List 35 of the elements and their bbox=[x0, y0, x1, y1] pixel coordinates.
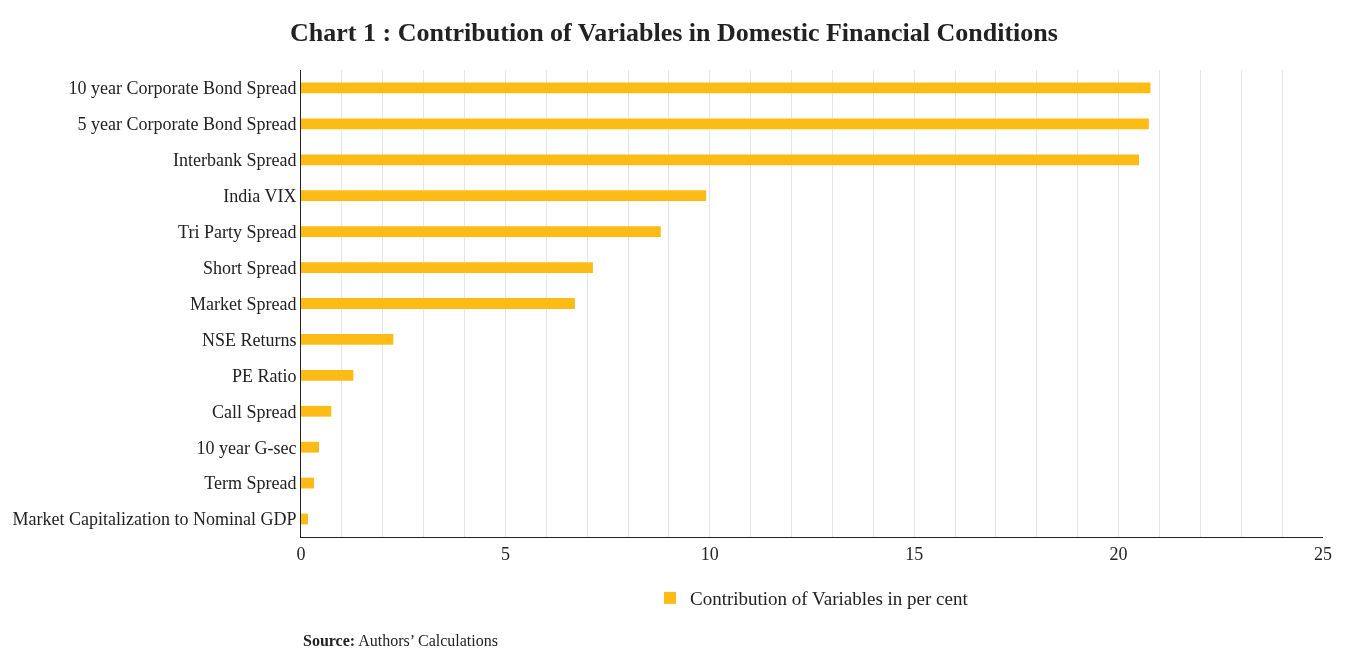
x-tick-label: 20 bbox=[1109, 543, 1128, 564]
bar bbox=[301, 190, 707, 202]
bar bbox=[301, 154, 1140, 166]
y-tick-label: Market Spread bbox=[189, 293, 297, 314]
x-tick-label: 0 bbox=[296, 543, 306, 564]
bar bbox=[301, 477, 315, 489]
y-tick-label: Term Spread bbox=[204, 473, 297, 494]
y-tick-label: India VIX bbox=[223, 186, 297, 207]
bar bbox=[301, 298, 575, 309]
y-tick-label: Interbank Spread bbox=[172, 150, 297, 171]
y-tick-label: Short Spread bbox=[202, 257, 297, 278]
legend-label: Contribution of Variables in per cent bbox=[690, 588, 969, 610]
x-tick-label: 25 bbox=[1314, 543, 1332, 564]
y-tick-label: Market Capitalization to Nominal GDP bbox=[12, 509, 297, 530]
y-tick-label: Tri Party Spread bbox=[178, 221, 297, 242]
bar bbox=[301, 441, 319, 453]
bar bbox=[301, 405, 332, 417]
y-tick-label: 10 year G-sec bbox=[196, 437, 297, 458]
y-tick-label: NSE Returns bbox=[201, 329, 297, 350]
y-tick-label: 5 year Corporate Bond Spread bbox=[77, 114, 297, 135]
bar bbox=[301, 118, 1149, 130]
chart-title: Chart 1 : Contribution of Variables in Domestic Financial Conditions bbox=[290, 18, 1058, 48]
source-note: Source: Authors’ Calculations bbox=[303, 632, 498, 649]
bar bbox=[301, 262, 593, 273]
y-tick-label: 10 year Corporate Bond Spread bbox=[68, 78, 297, 99]
bar bbox=[301, 82, 1151, 94]
y-tick-label: PE Ratio bbox=[231, 365, 297, 386]
x-tick-label: 10 bbox=[700, 543, 719, 564]
bar bbox=[301, 369, 354, 381]
x-tick-label: 5 bbox=[500, 543, 510, 564]
x-tick-label: 15 bbox=[905, 543, 924, 564]
y-tick-label: Call Spread bbox=[211, 401, 297, 422]
bar bbox=[301, 513, 308, 525]
bar bbox=[301, 226, 661, 238]
bar bbox=[301, 334, 394, 345]
